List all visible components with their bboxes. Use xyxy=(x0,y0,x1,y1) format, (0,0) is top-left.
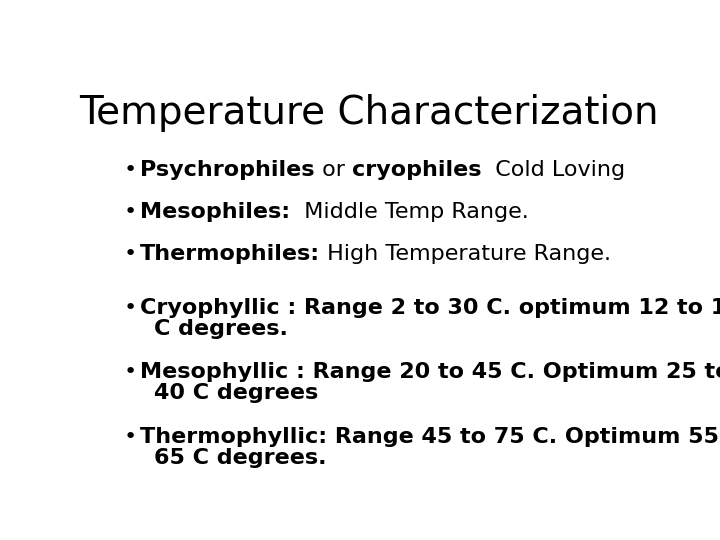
Text: •: • xyxy=(124,362,137,382)
Text: Cold Loving: Cold Loving xyxy=(482,160,626,180)
Text: Thermophiles:: Thermophiles: xyxy=(140,244,320,264)
Text: Cryophyllic : Range 2 to 30 C. optimum 12 to 18: Cryophyllic : Range 2 to 30 C. optimum 1… xyxy=(140,298,720,318)
Text: 65 C degrees.: 65 C degrees. xyxy=(154,448,327,468)
Text: Mesophiles:: Mesophiles: xyxy=(140,202,290,222)
Text: •: • xyxy=(124,160,137,180)
Text: cryophiles: cryophiles xyxy=(352,160,482,180)
Text: •: • xyxy=(124,202,137,222)
Text: •: • xyxy=(124,427,137,447)
Text: Psychrophiles: Psychrophiles xyxy=(140,160,315,180)
Text: •: • xyxy=(124,298,137,318)
Text: 40 C degrees: 40 C degrees xyxy=(154,383,318,403)
Text: High Temperature Range.: High Temperature Range. xyxy=(320,244,611,264)
Text: Temperature Characterization: Temperature Characterization xyxy=(79,94,659,132)
Text: C degrees.: C degrees. xyxy=(154,319,288,339)
Text: Thermophyllic: Range 45 to 75 C. Optimum 55 to: Thermophyllic: Range 45 to 75 C. Optimum… xyxy=(140,427,720,447)
Text: Mesophyllic : Range 20 to 45 C. Optimum 25 to: Mesophyllic : Range 20 to 45 C. Optimum … xyxy=(140,362,720,382)
Text: •: • xyxy=(124,244,137,264)
Text: or: or xyxy=(315,160,352,180)
Text: Middle Temp Range.: Middle Temp Range. xyxy=(290,202,529,222)
